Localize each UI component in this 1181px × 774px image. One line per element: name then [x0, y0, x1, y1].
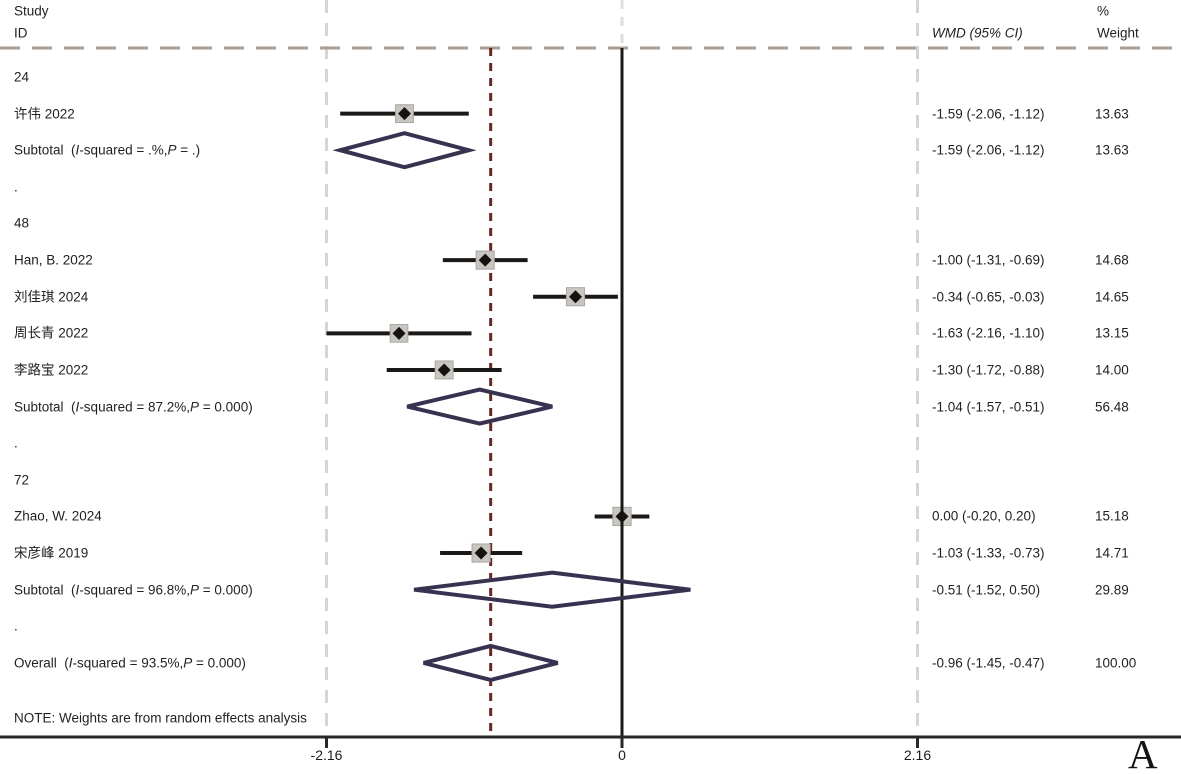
study-label: 周长青 2022: [14, 325, 89, 341]
study-label: Han, B. 2022: [14, 252, 93, 268]
weight-value: 56.48: [1095, 398, 1129, 414]
spacer-label: .: [14, 435, 18, 451]
effect-marker: [615, 509, 629, 523]
wmd-ci-value: -0.34 (-0.65, -0.03): [932, 288, 1045, 304]
study-label: 李路宝 2022: [14, 362, 89, 378]
spacer-label: .: [14, 179, 18, 195]
overall-diamond: [423, 643, 559, 682]
weight-value: 100.00: [1095, 655, 1137, 671]
effect-marker: [392, 326, 406, 340]
study-label: 许伟 2022: [14, 105, 75, 121]
column-header-id: ID: [14, 25, 28, 41]
wmd-ci-value: -0.96 (-1.45, -0.47): [932, 655, 1045, 671]
effect-marker: [437, 363, 451, 377]
wmd-ci-value: -1.59 (-2.06, -1.12): [932, 142, 1045, 158]
weight-value: 14.71: [1095, 545, 1129, 561]
subtotal-diamond: [406, 387, 553, 426]
effect-marker: [478, 253, 492, 267]
weight-value: 13.15: [1095, 325, 1129, 341]
column-header-study: Study: [14, 3, 49, 19]
subtotal-diamond: [413, 570, 691, 609]
wmd-ci-value: -1.30 (-1.72, -0.88): [932, 362, 1045, 378]
wmd-ci-value: -1.59 (-2.06, -1.12): [932, 105, 1045, 121]
x-axis-tick-label: 0: [618, 747, 626, 763]
effect-marker: [397, 107, 411, 121]
study-label: 宋彦峰 2019: [14, 545, 89, 561]
group-label: 24: [14, 69, 30, 85]
weight-value: 14.65: [1095, 288, 1129, 304]
group-label: 72: [14, 472, 30, 488]
weight-value: 15.18: [1095, 508, 1129, 524]
wmd-ci-value: -1.00 (-1.31, -0.69): [932, 252, 1045, 268]
effect-marker: [474, 546, 488, 560]
column-header-weight: Weight: [1097, 25, 1139, 41]
note-text: NOTE: Weights are from random effects an…: [14, 710, 307, 726]
weight-value: 13.63: [1095, 105, 1129, 121]
column-header-percent: %: [1097, 3, 1110, 19]
spacer-label: .: [14, 618, 18, 634]
wmd-ci-value: -1.04 (-1.57, -0.51): [932, 398, 1045, 414]
study-label: 刘佳琪 2024: [14, 288, 89, 304]
effect-marker: [568, 290, 582, 304]
subtotal-label: Subtotal (I-squared = 96.8%,P = 0.000): [14, 581, 253, 597]
weight-value: 14.68: [1095, 252, 1129, 268]
subtotal-label: Subtotal (I-squared = 87.2%,P = 0.000): [14, 398, 253, 414]
column-header-wmd-ci: WMD (95% CI): [932, 25, 1023, 41]
wmd-ci-value: 0.00 (-0.20, 0.20): [932, 508, 1036, 524]
subtotal-diamond: [332, 131, 477, 170]
wmd-ci-value: -1.03 (-1.33, -0.73): [932, 545, 1045, 561]
subtotal-label: Subtotal (I-squared = .%,P = .): [14, 142, 201, 158]
group-label: 48: [14, 215, 30, 231]
wmd-ci-value: -1.63 (-2.16, -1.10): [932, 325, 1045, 341]
overall-label: Overall (I-squared = 93.5%,P = 0.000): [14, 655, 246, 671]
x-axis-tick-label: -2.16: [310, 747, 343, 763]
x-axis-tick-label: 2.16: [903, 747, 932, 763]
weight-value: 14.00: [1095, 362, 1129, 378]
weight-value: 29.89: [1095, 581, 1129, 597]
panel-letter-label: A: [1128, 731, 1158, 774]
weight-value: 13.63: [1095, 142, 1129, 158]
study-label: Zhao, W. 2024: [14, 508, 102, 524]
wmd-ci-value: -0.51 (-1.52, 0.50): [932, 581, 1041, 597]
